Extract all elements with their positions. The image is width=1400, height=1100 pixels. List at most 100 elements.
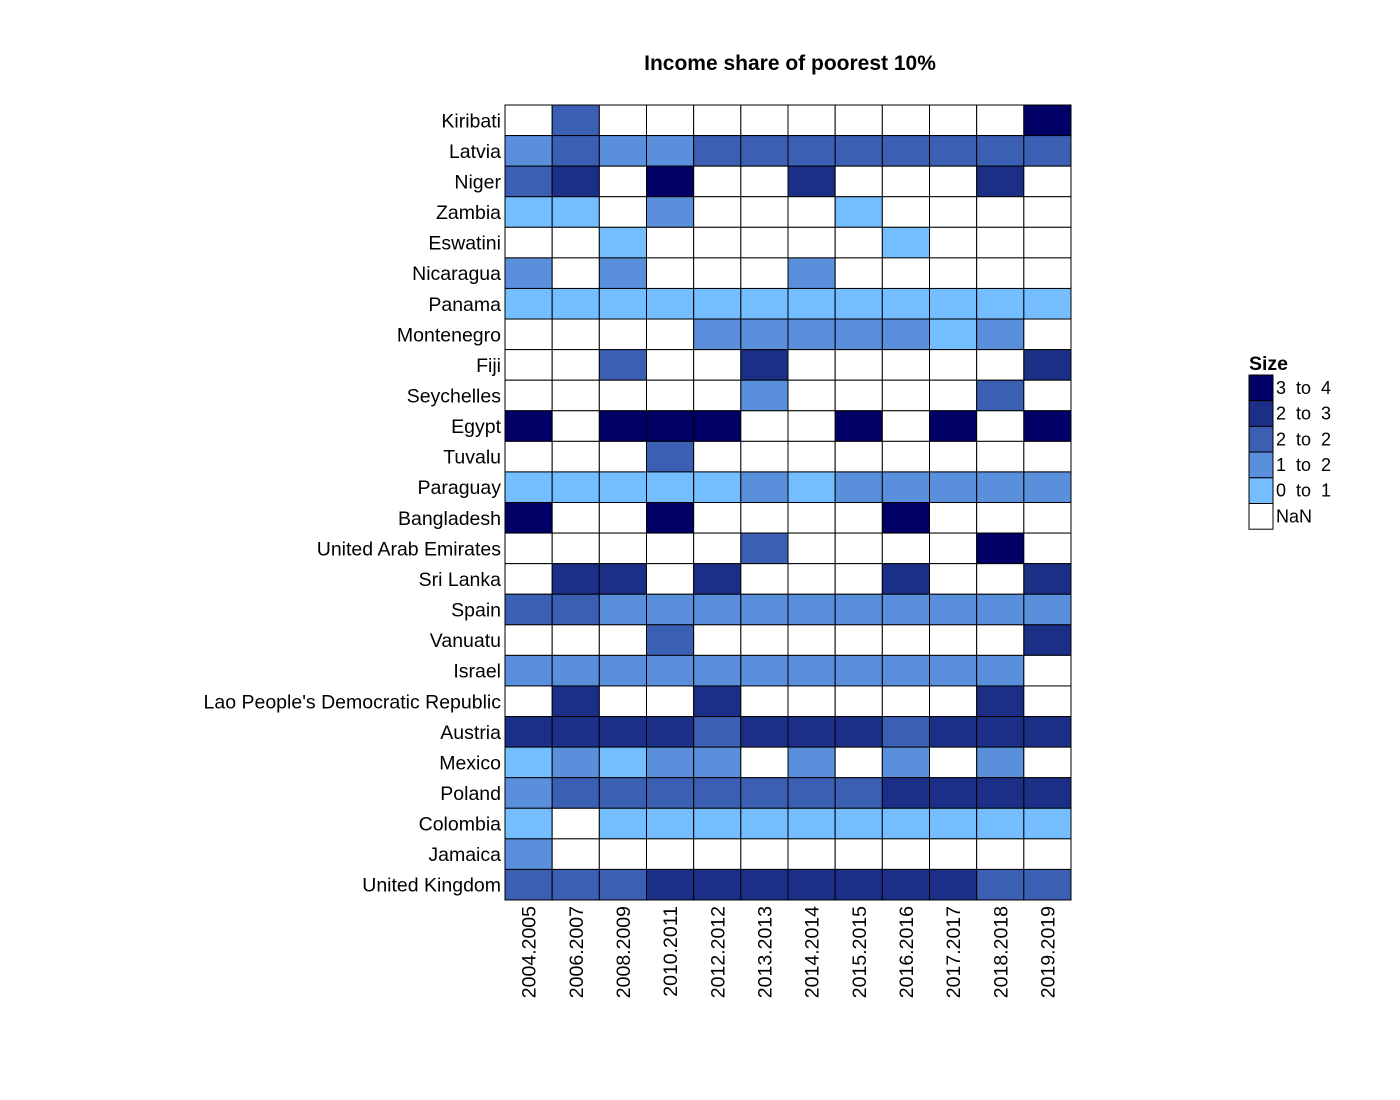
heatmap-cell — [598, 471, 648, 504]
heatmap-cell — [976, 226, 1025, 259]
heatmap-cell — [1023, 287, 1072, 320]
x-tick-label: 2017.2017 — [943, 906, 965, 998]
heatmap-cell — [693, 593, 742, 626]
heatmap-cell — [693, 838, 742, 870]
legend-label: 0 to 1 — [1276, 481, 1331, 501]
heatmap-cell — [598, 410, 648, 442]
heatmap-cell — [551, 135, 600, 167]
heatmap-cell — [504, 104, 553, 137]
heatmap-cell — [504, 624, 553, 656]
heatmap-cell — [1023, 379, 1072, 412]
heatmap-cell — [740, 379, 789, 412]
y-tick-label: Israel — [453, 661, 501, 683]
heatmap-cell — [646, 777, 695, 809]
heatmap-cell — [976, 379, 1025, 412]
heatmap-cell — [881, 318, 931, 351]
heatmap-cell — [504, 593, 553, 626]
chart-title: Income share of poorest 10% — [644, 52, 936, 75]
heatmap-cell — [929, 226, 978, 259]
heatmap-cell — [693, 654, 742, 687]
y-axis-labels: Kiribati Latvia Niger Zambia Eswatini Nicarag… — [204, 110, 502, 896]
heatmap-cell — [504, 349, 553, 381]
legend: Size 3 to 4 2 to 3 2 to 2 1 to 2 0 to 1 NaN — [1248, 353, 1331, 530]
heatmap-cell — [646, 807, 695, 840]
y-tick-label: Sri Lanka — [419, 569, 502, 591]
heatmap-cell — [976, 165, 1025, 198]
heatmap-cell — [834, 226, 883, 259]
heatmap-cell — [929, 349, 978, 381]
y-tick-label: Vanuatu — [430, 630, 501, 652]
heatmap-cell — [881, 196, 931, 228]
heatmap-cell — [740, 287, 789, 320]
heatmap-cell — [646, 746, 695, 779]
heatmap-cell — [598, 104, 648, 137]
heatmap-cell — [881, 410, 931, 442]
heatmap-cell — [929, 135, 978, 167]
y-tick-label: Austria — [440, 722, 501, 744]
heatmap-cell — [598, 502, 648, 534]
heatmap-cell — [740, 716, 789, 748]
heatmap-cell — [504, 257, 553, 289]
heatmap-cell — [787, 226, 836, 259]
heatmap-cell — [598, 868, 648, 901]
heatmap-cell — [646, 104, 695, 137]
heatmap-cell — [881, 716, 931, 748]
heatmap-cell — [929, 196, 978, 228]
heatmap-cell — [693, 410, 742, 442]
heatmap-cell — [834, 838, 883, 870]
heatmap-cell — [551, 502, 600, 534]
heatmap-cell — [1023, 593, 1072, 626]
heatmap-cell — [598, 624, 648, 656]
heatmap-cell — [646, 135, 695, 167]
heatmap-cell — [551, 410, 600, 442]
heatmap-cell — [787, 654, 836, 687]
heatmap-cell — [1023, 196, 1072, 228]
heatmap-cell — [834, 532, 883, 565]
heatmap-cell — [976, 654, 1025, 687]
heatmap-cell — [504, 410, 553, 442]
y-tick-label: Montenegro — [397, 324, 501, 346]
heatmap-cell — [504, 287, 553, 320]
heatmap-cell — [740, 777, 789, 809]
heatmap-cell — [1023, 716, 1072, 748]
heatmap-cell — [787, 746, 836, 779]
y-tick-label: Fiji — [476, 355, 501, 377]
heatmap-cell — [740, 502, 789, 534]
heatmap-cell — [740, 654, 789, 687]
legend-swatch — [1248, 400, 1274, 427]
heatmap-cell — [693, 318, 742, 351]
heatmap-cell — [881, 868, 931, 901]
heatmap-cell — [929, 165, 978, 198]
heatmap-cell — [787, 349, 836, 381]
heatmap-cell — [787, 318, 836, 351]
heatmap-cell — [787, 685, 836, 718]
heatmap-cell — [504, 777, 553, 809]
heatmap-cell — [598, 654, 648, 687]
heatmap-cell — [551, 318, 600, 351]
heatmap-cell — [1023, 685, 1072, 718]
heatmap-cell — [693, 287, 742, 320]
heatmap-cell — [976, 532, 1025, 565]
heatmap-cell — [646, 471, 695, 504]
y-tick-label: Zambia — [436, 202, 501, 224]
heatmap-cell — [1023, 349, 1072, 381]
heatmap-cell — [693, 196, 742, 228]
heatmap-cell — [740, 165, 789, 198]
heatmap-cell — [881, 685, 931, 718]
y-tick-label: Tuvalu — [443, 447, 501, 469]
heatmap-cell — [693, 257, 742, 289]
legend-label: 3 to 4 — [1276, 378, 1331, 398]
heatmap-cell — [881, 165, 931, 198]
heatmap-cell — [646, 379, 695, 412]
heatmap-cell — [598, 838, 648, 870]
legend-swatch — [1248, 477, 1274, 504]
heatmap-cell — [787, 563, 836, 595]
heatmap-cell — [646, 165, 695, 198]
heatmap-cell — [598, 349, 648, 381]
heatmap-cell — [1023, 502, 1072, 534]
heatmap-cell — [598, 379, 648, 412]
heatmap-cell — [881, 349, 931, 381]
heatmap-cell — [551, 654, 600, 687]
heatmap-cell — [976, 502, 1025, 534]
heatmap-cell — [976, 593, 1025, 626]
